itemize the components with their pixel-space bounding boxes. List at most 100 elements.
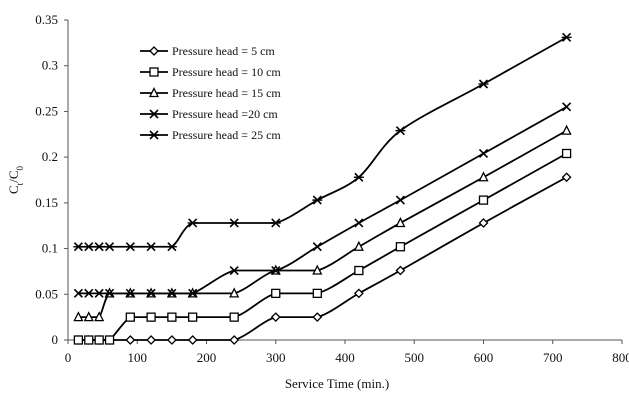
x-tick-label: 600 — [474, 350, 494, 365]
y-axis-title-sub-t: t — [15, 182, 25, 185]
marker-stroke — [312, 242, 322, 252]
x-tick-label: 100 — [128, 350, 148, 365]
data-point — [312, 264, 323, 275]
series-layer — [73, 32, 572, 345]
y-axis-title: Ct/C0 — [6, 166, 25, 194]
marker-stroke — [562, 102, 572, 112]
data-point — [478, 195, 489, 205]
y-axis-title-sub-0: 0 — [15, 166, 25, 171]
legend-label: Pressure head = 10 cm — [172, 65, 281, 79]
marker-stroke — [73, 288, 83, 298]
series-2 — [73, 148, 572, 345]
data-point — [104, 242, 115, 252]
data-point — [94, 242, 105, 252]
y-tick-label: 0.2 — [42, 149, 58, 164]
data-point — [84, 335, 94, 345]
y-axis-title-ratio: /C — [6, 171, 21, 183]
marker-stroke — [271, 265, 281, 276]
data-point — [146, 242, 157, 252]
y-tick-label: 0 — [52, 332, 59, 347]
data-point — [146, 288, 156, 298]
data-point — [73, 242, 84, 252]
data-point — [271, 265, 281, 276]
axes: 0 0.05 0.1 0.15 0.2 0.25 0.3 0.35 0 100 200 300 400 5… — [35, 12, 629, 365]
data-point — [395, 242, 406, 252]
marker-stroke — [478, 148, 489, 159]
x-tick-label: 300 — [266, 350, 286, 365]
data-point — [167, 288, 177, 298]
data-point — [395, 195, 405, 205]
data-point — [561, 124, 572, 135]
data-point — [478, 218, 489, 228]
y-axis-title-c: C — [6, 185, 21, 194]
data-point — [146, 312, 156, 322]
data-point — [166, 242, 177, 252]
legend-marker — [149, 109, 159, 119]
marker-stroke — [146, 288, 156, 298]
data-point — [84, 288, 94, 298]
data-point — [125, 312, 135, 322]
marker-stroke — [94, 288, 104, 298]
legend-marker — [149, 130, 159, 140]
legend-marker — [148, 87, 160, 98]
marker-stroke — [395, 195, 405, 205]
x-tick-label: 700 — [543, 350, 563, 365]
data-point — [353, 240, 364, 251]
marker-stroke — [84, 288, 94, 298]
x-tick-label: 800 — [612, 350, 629, 365]
legend-item: Pressure head = 15 cm — [140, 86, 281, 100]
data-point — [125, 335, 136, 345]
data-point — [271, 288, 281, 299]
x-tick-label: 0 — [65, 350, 72, 365]
data-point — [187, 218, 198, 228]
series-4 — [73, 102, 572, 298]
data-point — [354, 218, 364, 228]
marker-stroke — [125, 288, 135, 298]
data-point — [312, 288, 322, 299]
data-point — [94, 335, 104, 345]
data-point — [73, 311, 84, 322]
legend-label: Pressure head = 5 cm — [172, 44, 275, 58]
series-5 — [73, 32, 572, 252]
data-point — [353, 172, 364, 182]
data-point — [562, 102, 572, 112]
data-point — [395, 126, 406, 136]
data-point — [395, 265, 406, 276]
data-point — [166, 335, 177, 345]
data-point — [354, 265, 364, 276]
data-point — [167, 312, 177, 322]
y-tick-label: 0.15 — [35, 195, 58, 210]
data-point — [229, 218, 240, 228]
legend-item: Pressure head =20 cm — [140, 107, 278, 121]
marker-stroke — [354, 218, 364, 228]
data-point — [73, 288, 83, 298]
legend-marker — [149, 67, 159, 77]
data-point — [104, 335, 115, 345]
y-tick-label: 0.25 — [35, 103, 58, 118]
marker-stroke — [149, 109, 159, 119]
data-point — [125, 288, 135, 298]
data-point — [229, 287, 240, 298]
y-tick-label: 0.3 — [42, 58, 58, 73]
legend-item: Pressure head = 10 cm — [140, 65, 281, 79]
data-point — [478, 148, 489, 159]
data-point — [94, 311, 105, 322]
y-tick-label: 0.05 — [35, 286, 58, 301]
data-point — [187, 312, 198, 322]
data-point — [187, 335, 198, 345]
marker-stroke — [229, 265, 239, 276]
data-point — [312, 312, 323, 323]
data-point — [478, 171, 489, 182]
x-tick-label: 200 — [197, 350, 217, 365]
y-tick-label: 0.35 — [35, 12, 58, 27]
x-tick-label: 400 — [335, 350, 355, 365]
data-point — [561, 32, 572, 42]
data-point — [395, 217, 406, 228]
data-point — [270, 218, 281, 228]
data-point — [229, 265, 239, 276]
marker-stroke — [104, 288, 115, 298]
data-point — [229, 335, 240, 345]
data-point — [312, 242, 322, 252]
